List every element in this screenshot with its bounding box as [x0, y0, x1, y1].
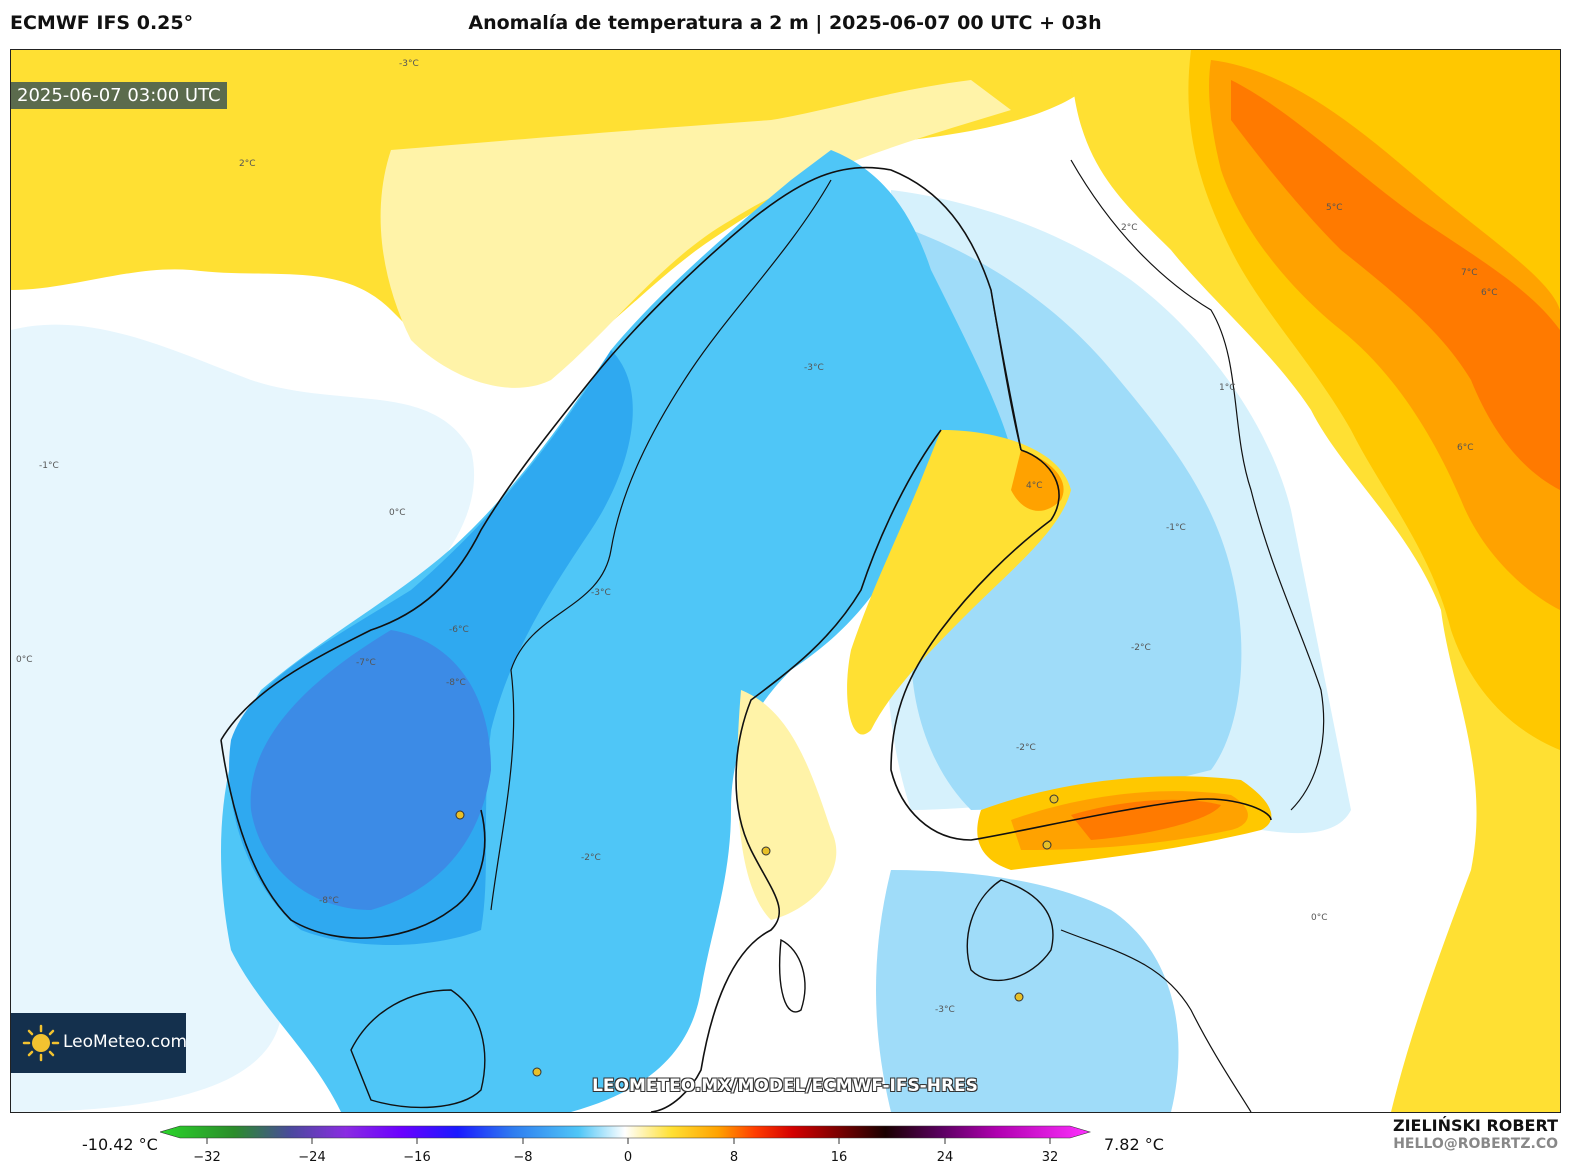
colorbar-tick: −32 — [193, 1150, 220, 1164]
model-url-watermark: LEOMETEO.MX/MODEL/ECMWF-IFS-HRES — [592, 1076, 978, 1096]
colorbar-min-label: -10.42 °C — [82, 1135, 158, 1154]
contour-label: -1°C — [1166, 523, 1186, 533]
contour-label: 1°C — [1219, 383, 1236, 393]
colorbar-tick: 32 — [1042, 1150, 1059, 1164]
coastline-bothnia-west — [650, 429, 942, 1112]
model-name: ECMWF IFS 0.25° — [10, 12, 194, 34]
contour-label: -8°C — [446, 678, 466, 688]
colorbar-tick: −24 — [298, 1150, 325, 1164]
border-finland-russia — [1070, 159, 1325, 811]
colorbar-tick: −8 — [513, 1150, 532, 1164]
contour-label: -3°C — [804, 363, 824, 373]
temperature-anomaly-map[interactable]: -3°C 2°C 0°C 0°C -1°C -6°C -8°C -7°C -8°… — [10, 49, 1561, 1113]
valid-time-label: 2025-06-07 03:00 UTC — [11, 82, 227, 109]
anomaly-zone-orange-bothnia — [1011, 450, 1064, 511]
colorbar-max-label: 7.82 °C — [1104, 1135, 1164, 1154]
contour-label: 4°C — [1026, 481, 1043, 491]
contour-label: 2°C — [1121, 223, 1138, 233]
city-marker-tallinn — [1042, 840, 1052, 850]
contour-label: -2°C — [1131, 643, 1151, 653]
coastline-scandinavia — [220, 166, 1022, 741]
logo-text: LeoMeteo.com — [63, 1032, 188, 1052]
contour-label: 0°C — [389, 508, 406, 518]
leometeo-logo[interactable]: LeoMeteo.com — [11, 1013, 188, 1073]
coastline-gotland — [779, 938, 806, 1013]
contour-label: 6°C — [1481, 288, 1498, 298]
coastline-estonia — [966, 879, 1054, 982]
city-marker-stockholm — [761, 846, 771, 856]
anomaly-zone-pale-yellow-north — [380, 80, 1011, 388]
coastline-norway-south — [220, 739, 486, 939]
contour-label: 0°C — [16, 655, 33, 665]
city-marker-riga — [1014, 992, 1024, 1002]
contour-label: -8°C — [319, 896, 339, 906]
city-marker-copenhagen — [532, 1067, 542, 1077]
coastline-denmark — [350, 989, 486, 1109]
anomaly-zone-pale-yellow-sweden-coast — [737, 690, 837, 920]
anomaly-zone-light-blue-baltics — [876, 870, 1179, 1112]
anomaly-zone-light-blue-finland — [902, 230, 1242, 810]
contour-label: 2°C — [239, 159, 256, 169]
contour-labels: -3°C 2°C 0°C 0°C -1°C -6°C -8°C -7°C -8°… — [16, 59, 1498, 1015]
colorbar-tick: 0 — [624, 1150, 632, 1164]
contour-label: -2°C — [1016, 743, 1036, 753]
contour-label: 7°C — [1461, 268, 1478, 278]
colorbar-gradient — [160, 1125, 1092, 1139]
colorbar-tick: −16 — [403, 1150, 430, 1164]
author-name: ZIELIŃSKI ROBERT — [1392, 1116, 1558, 1135]
city-marker-oslo — [455, 810, 465, 820]
colorbar-tick: 16 — [831, 1150, 848, 1164]
contour-label: 6°C — [1457, 443, 1474, 453]
contour-label: -2°C — [581, 853, 601, 863]
contour-label: -7°C — [356, 658, 376, 668]
chart-title: Anomalía de temperatura a 2 m | 2025-06-… — [468, 12, 1102, 34]
colorbar-tick: 24 — [937, 1150, 954, 1164]
contour-label: -3°C — [935, 1005, 955, 1015]
anomaly-zone-darkorange-gulf-finland — [1071, 799, 1221, 840]
contour-label: -6°C — [449, 625, 469, 635]
city-marker-helsinki — [1049, 794, 1059, 804]
colorbar: −32 −24 −16 −8 0 8 16 24 32 — [160, 1125, 1092, 1164]
colorbar-ticks: −32 −24 −16 −8 0 8 16 24 32 — [193, 1150, 1058, 1164]
border-baltics — [1060, 929, 1252, 1112]
anomaly-zone-deep-blue-norway — [250, 630, 491, 910]
coastline-sweden-east — [890, 449, 1272, 841]
author-email[interactable]: HELLO@ROBERTZ.CO — [1393, 1136, 1558, 1152]
contour-label: -3°C — [591, 588, 611, 598]
contour-label: 0°C — [1311, 913, 1328, 923]
border-norway-sweden — [490, 179, 832, 911]
colorbar-tick: 8 — [730, 1150, 738, 1164]
anomaly-zone-darkorange-east — [1231, 80, 1560, 490]
contour-label: 5°C — [1326, 203, 1343, 213]
sun-icon — [22, 1024, 60, 1062]
border-finland-sweden — [990, 289, 1022, 451]
contour-label: -3°C — [399, 59, 419, 69]
contour-label: -1°C — [39, 461, 59, 471]
anomaly-zone-gold-bothnia — [847, 430, 1071, 735]
